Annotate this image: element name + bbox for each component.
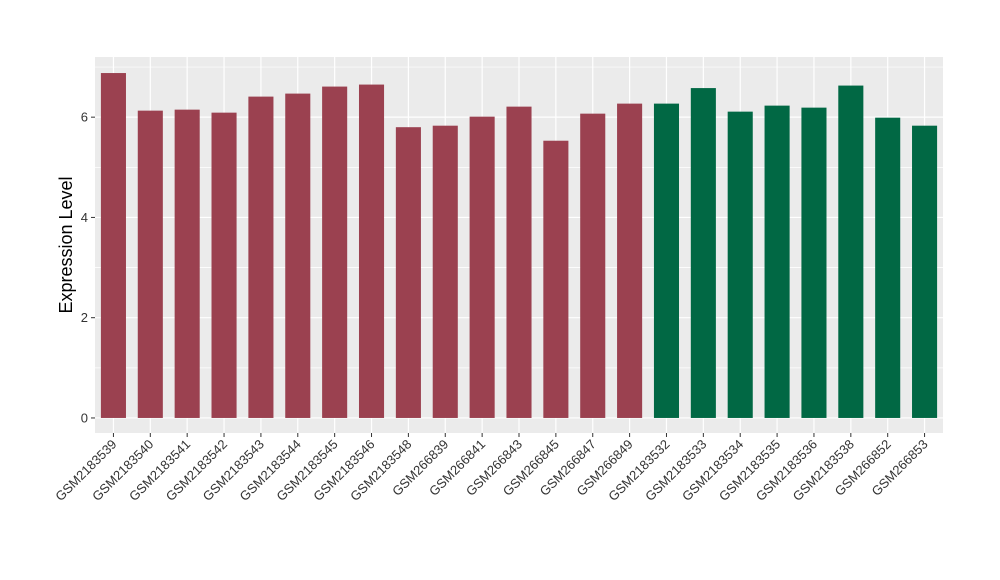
bar-GSM266841 (469, 116, 495, 418)
bar-GSM2183534 (727, 111, 753, 418)
y-tick-label: 0 (81, 410, 88, 425)
y-tick-label: 2 (81, 310, 88, 325)
bar-GSM2183541 (174, 109, 200, 418)
bar-GSM2183536 (801, 107, 827, 418)
y-tick-label: 4 (81, 210, 88, 225)
bar-GSM2183539 (100, 73, 126, 418)
y-tick-label: 6 (81, 110, 88, 125)
bar-GSM2183535 (764, 105, 790, 418)
bar-GSM2183538 (838, 85, 864, 418)
bar-GSM2183542 (211, 112, 237, 418)
bar-GSM2183533 (690, 88, 716, 418)
bar-GSM2183543 (248, 96, 274, 418)
bar-GSM266843 (506, 106, 532, 418)
bars (100, 73, 938, 418)
bar-GSM266849 (617, 103, 643, 418)
bar-GSM2183540 (137, 110, 163, 418)
bar-GSM266852 (875, 117, 901, 418)
bar-GSM2183548 (395, 127, 421, 418)
bar-GSM2183532 (653, 103, 680, 418)
bar-GSM266853 (912, 125, 938, 418)
bar-GSM2183545 (322, 86, 348, 418)
y-axis: 0 2 4 6 (81, 110, 95, 425)
bar-GSM2183546 (358, 84, 385, 418)
bar-GSM266847 (580, 113, 606, 418)
x-axis: GSM2183539GSM2183540GSM2183541GSM2183542… (52, 433, 931, 504)
bar-GSM266839 (432, 125, 458, 418)
bar-GSM266845 (543, 140, 569, 418)
y-axis-title: Expression Level (56, 176, 76, 313)
bar-GSM2183544 (285, 93, 311, 418)
